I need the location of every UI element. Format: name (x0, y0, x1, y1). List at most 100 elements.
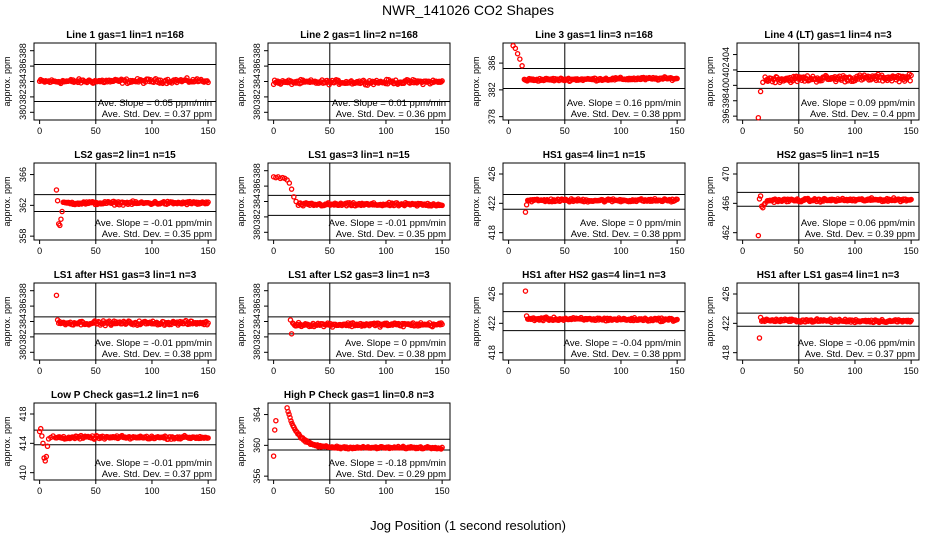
plot-frame (736, 282, 920, 361)
x-tick-label: 0 (740, 126, 745, 136)
std-dev-annotation: Ave. Std. Dev. = 0.35 ppm (102, 229, 212, 240)
std-dev-annotation: Ave. Std. Dev. = 0.4 ppm (810, 109, 915, 120)
data-point (205, 435, 211, 441)
x-tick-label: 100 (144, 366, 159, 376)
y-axis-label: approx. ppm (236, 416, 246, 466)
data-point (53, 292, 60, 299)
y-tick-label: 366 (18, 167, 28, 182)
y-axis-label: approx. ppm (2, 176, 12, 226)
std-dev-annotation: Ave. Std. Dev. = 0.38 ppm (571, 109, 681, 120)
plot-frame (736, 162, 920, 241)
y-tick-label: 414 (18, 436, 28, 451)
data-point (674, 75, 680, 82)
x-tick-label: 100 (847, 246, 862, 256)
data-point (439, 78, 445, 84)
y-tick-label: 384 (252, 74, 262, 89)
x-tick-label: 0 (37, 486, 42, 496)
plot-frame (736, 42, 920, 121)
y-tick-label: 380 (252, 105, 262, 120)
panel-10: LS1 after LS2 gas=3 lin=1 n=3 approx. ppm… (236, 270, 451, 376)
data-point (37, 425, 44, 432)
y-tick-label: 386 (252, 179, 262, 194)
y-tick-label: 470 (721, 166, 731, 181)
data-point (512, 45, 519, 52)
data-point (908, 317, 914, 324)
x-tick-label: 100 (378, 486, 393, 496)
y-tick-label: 382 (252, 209, 262, 224)
data-point (288, 186, 295, 192)
data-point (439, 202, 445, 209)
data-point (39, 433, 45, 439)
data-point (756, 196, 763, 202)
y-tick-label: 380 (252, 345, 262, 360)
y-tick-label: 384 (18, 314, 28, 329)
data-point (59, 208, 65, 215)
y-tick-label: 388 (252, 283, 262, 298)
plot-frame (33, 162, 217, 241)
y-axis-label: approx. ppm (705, 176, 715, 226)
panel-5: LS2 gas=2 lin=1 n=15 approx. ppm 358 362 366… (2, 150, 217, 256)
x-tick-label: 100 (847, 366, 862, 376)
y-tick-label: 356 (252, 469, 262, 484)
std-dev-annotation: Ave. Std. Dev. = 0.37 ppm (102, 109, 212, 120)
y-axis-label: approx. ppm (471, 56, 481, 106)
x-tick-label: 0 (506, 126, 511, 136)
x-tick-label: 50 (325, 366, 335, 376)
data-point (519, 63, 525, 69)
x-tick-label: 100 (613, 366, 628, 376)
y-tick-label: 386 (252, 299, 262, 314)
plot-frame (502, 282, 686, 361)
slope-annotation: Ave. Slope = 0 ppm/min (580, 218, 681, 229)
y-tick-label: 410 (18, 465, 28, 480)
slope-annotation: Ave. Slope = 0.01 ppm/min (332, 98, 446, 109)
x-tick-label: 0 (506, 246, 511, 256)
y-tick-label: 362 (18, 198, 28, 213)
slope-annotation: Ave. Slope = -0.04 ppm/min (564, 338, 681, 349)
slope-annotation: Ave. Slope = 0.06 ppm/min (801, 218, 915, 229)
data-point (270, 453, 277, 459)
data-point (42, 458, 48, 464)
y-axis-label: approx. ppm (705, 296, 715, 346)
x-tick-label: 150 (435, 126, 450, 136)
x-tick-label: 0 (37, 366, 42, 376)
panel-title: LS1 after LS2 gas=3 lin=1 n=3 (288, 270, 430, 281)
data-point (54, 197, 61, 204)
panel-title: HS2 gas=5 lin=1 n=15 (777, 150, 880, 161)
x-tick-label: 50 (560, 366, 570, 376)
x-tick-label: 0 (740, 246, 745, 256)
panel-title: HS1 gas=4 lin=1 n=15 (543, 150, 646, 161)
x-tick-label: 50 (91, 366, 101, 376)
x-tick-label: 50 (325, 486, 335, 496)
data-point (271, 427, 278, 433)
y-tick-label: 382 (18, 329, 28, 344)
y-tick-label: 360 (252, 438, 262, 453)
data-point (522, 288, 529, 294)
panel-title: LS1 gas=3 lin=1 n=15 (308, 150, 410, 161)
y-tick-label: 404 (721, 47, 731, 62)
data-point (757, 88, 764, 95)
x-tick-label: 50 (560, 246, 570, 256)
data-point (522, 209, 529, 215)
x-tick-label: 50 (794, 366, 804, 376)
y-axis-label: approx. ppm (2, 296, 12, 346)
data-point (205, 79, 211, 86)
data-point (907, 77, 913, 84)
y-tick-label: 388 (252, 43, 262, 58)
y-tick-label: 384 (252, 194, 262, 209)
x-tick-label: 50 (91, 126, 101, 136)
y-axis-label: approx. ppm (471, 176, 481, 226)
x-tick-label: 100 (378, 366, 393, 376)
x-tick-label: 150 (904, 366, 919, 376)
y-tick-label: 400 (721, 78, 731, 93)
y-tick-label: 382 (18, 89, 28, 104)
panel-3: Line 3 gas=1 lin=3 n=168 approx. ppm 378 38… (471, 30, 686, 136)
data-point (517, 56, 523, 62)
data-point (757, 193, 764, 199)
y-tick-label: 418 (487, 225, 497, 240)
y-axis-label: approx. ppm (705, 56, 715, 106)
data-point (36, 428, 43, 435)
y-tick-label: 378 (487, 109, 497, 124)
data-point (760, 204, 766, 211)
slope-annotation: Ave. Slope = -0.01 ppm/min (95, 458, 212, 469)
